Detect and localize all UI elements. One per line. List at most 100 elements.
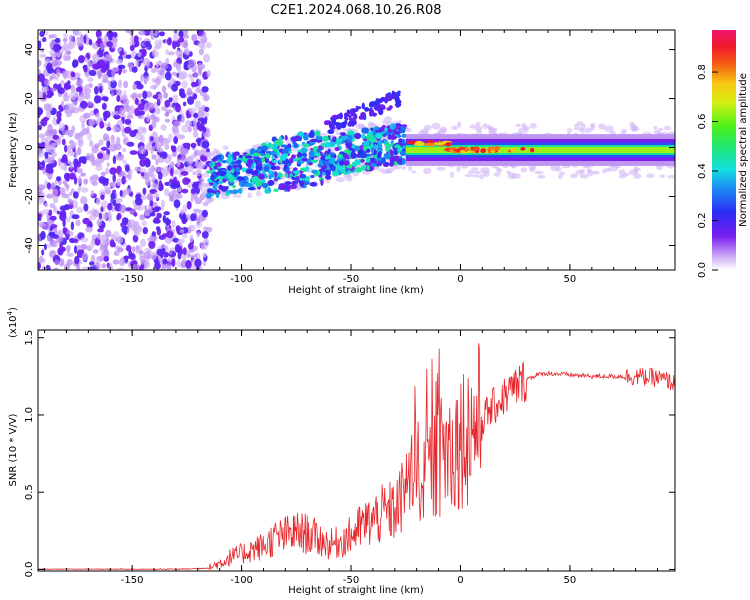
spectrogram-noise-blob <box>139 134 145 143</box>
spectrogram-noise-blob <box>57 247 64 256</box>
spectrogram-halo-blob <box>659 174 665 178</box>
spectrogram-noise-blob <box>106 126 112 132</box>
spectrogram-onset-blob <box>324 141 332 148</box>
spectrogram-noise-blob <box>79 100 88 109</box>
spectrogram-halo-blob <box>579 173 589 179</box>
spectrogram-halo-blob <box>486 124 492 129</box>
spectrogram-noise-blob <box>78 95 83 101</box>
spectrogram-halo-blob <box>352 172 360 177</box>
spectrogram-halo-blob <box>232 194 242 198</box>
spectrogram-noise-blob <box>190 153 197 159</box>
spectrogram-noise-blob <box>97 59 106 69</box>
spectrogram-noise-blob <box>67 159 72 164</box>
spectrogram-noise-blob <box>167 51 175 56</box>
spectrogram-noise-blob <box>98 139 104 146</box>
spectrogram-noise-blob <box>75 80 82 87</box>
spectrogram-halo-blob <box>194 169 202 176</box>
spectrogram-onset-blob <box>334 138 343 143</box>
snr-frame <box>37 329 676 572</box>
spectrogram-noise-blob <box>135 245 140 254</box>
spectrogram-noise-blob <box>202 32 207 37</box>
spectrogram-noise-blob <box>70 221 75 231</box>
spectrogram-noise-blob <box>50 182 55 190</box>
spectrogram-noise-blob <box>49 91 54 97</box>
spectrogram-halo-blob <box>194 161 202 168</box>
spectrogram-noise-blob <box>177 238 185 244</box>
spectrogram-onset-blob <box>310 138 319 143</box>
spectrogram-noise-blob <box>134 98 139 105</box>
spectrogram-noise-blob <box>95 165 103 171</box>
spectrogram-noise-blob <box>87 77 94 83</box>
spectrogram-noise-blob <box>126 141 135 147</box>
spectrogram-noise-blob <box>186 110 190 119</box>
spectrogram-onset-blob <box>401 124 408 128</box>
spectrogram-noise-blob <box>119 189 123 197</box>
spectrogram-noise-blob <box>112 259 120 265</box>
spectrogram-branch-blob <box>346 109 350 114</box>
spectrogram-noise-blob <box>142 187 147 195</box>
spectrogram-onset-blob <box>253 152 260 157</box>
spectrogram-noise-blob <box>119 107 126 116</box>
spectrogram-noise-blob <box>183 34 189 39</box>
snr-multiplier-exp: 4 <box>6 310 14 315</box>
spectrogram-halo-blob <box>451 125 458 130</box>
spectrogram-noise-blob <box>177 159 181 165</box>
spectrogram-noise-blob <box>72 191 79 199</box>
spectrogram-noise-blob <box>161 106 167 111</box>
spectrogram-noise-blob <box>135 225 143 234</box>
spectrogram-noise-blob <box>133 212 138 217</box>
spectrogram-noise-blob <box>53 241 58 248</box>
spectrogram-noise-blob <box>134 197 143 206</box>
spectrogram-noise-blob <box>161 170 169 177</box>
spectrogram-noise-blob <box>74 255 80 265</box>
spectrogram-noise-blob <box>116 197 123 204</box>
spectrogram-halo-blob <box>602 168 607 174</box>
spectrogram-halo-blob <box>212 148 219 154</box>
spectrogram-halo-blob <box>605 167 612 173</box>
spectrogram-noise-blob <box>42 116 50 122</box>
spectrogram-noise-blob <box>124 164 130 172</box>
spectrogram-noise-blob <box>186 165 194 173</box>
spectrogram-noise-blob <box>130 105 135 114</box>
spectrogram-noise-blob <box>82 217 90 225</box>
spectrogram-noise-blob <box>90 190 95 197</box>
spectrogram-noise-blob <box>91 234 98 240</box>
spectrogram-noise-blob <box>62 53 67 62</box>
spectrogram-onset-blob <box>354 145 360 152</box>
spectrogram-halo-blob <box>345 174 353 182</box>
spectrogram-noise-blob <box>42 209 50 215</box>
spectrogram-noise-blob <box>53 227 58 233</box>
spectrogram-onset-blob <box>257 157 262 164</box>
spectrogram-noise-blob <box>83 64 88 73</box>
spectrogram-noise-blob <box>126 115 134 120</box>
spectrogram-onset-blob <box>253 157 258 161</box>
spectrogram-noise-blob <box>121 125 125 134</box>
spectrogram-noise-blob <box>38 262 41 270</box>
spectrogram-noise-blob <box>152 102 159 109</box>
spectrogram-halo-blob <box>204 151 210 156</box>
spectrogram-noise-blob <box>117 267 125 270</box>
spectrogram-halo-blob <box>631 125 637 128</box>
spectrogram-noise-blob <box>54 37 61 44</box>
spectrogram-noise-blob <box>181 80 189 89</box>
spectrogram-noise-blob <box>146 142 153 151</box>
spectrogram-onset-blob <box>360 159 365 163</box>
spectrogram-noise-blob <box>154 77 161 87</box>
spectrogram-branch-blob <box>323 120 330 126</box>
spectrogram-noise-blob <box>55 76 59 81</box>
spectrogram-noise-blob <box>203 127 207 134</box>
spectrogram-onset-blob <box>247 159 254 165</box>
spectrogram-halo-blob <box>493 172 501 177</box>
spectrogram-onset-blob <box>245 169 253 174</box>
spectrogram-branch-blob <box>374 104 379 111</box>
spectrogram-noise-blob <box>88 215 97 221</box>
spectrogram-noise-blob <box>40 230 46 240</box>
spectrogram-noise-blob <box>95 30 102 39</box>
spectrogram-noise-blob <box>171 71 178 76</box>
spectrogram-onset-blob <box>310 175 315 178</box>
spectrogram-noise-blob <box>140 195 148 200</box>
spectrogram-onset-blob <box>378 142 383 149</box>
spectrogram-branch-blob <box>348 120 354 124</box>
spectrogram-noise-blob <box>119 50 125 56</box>
